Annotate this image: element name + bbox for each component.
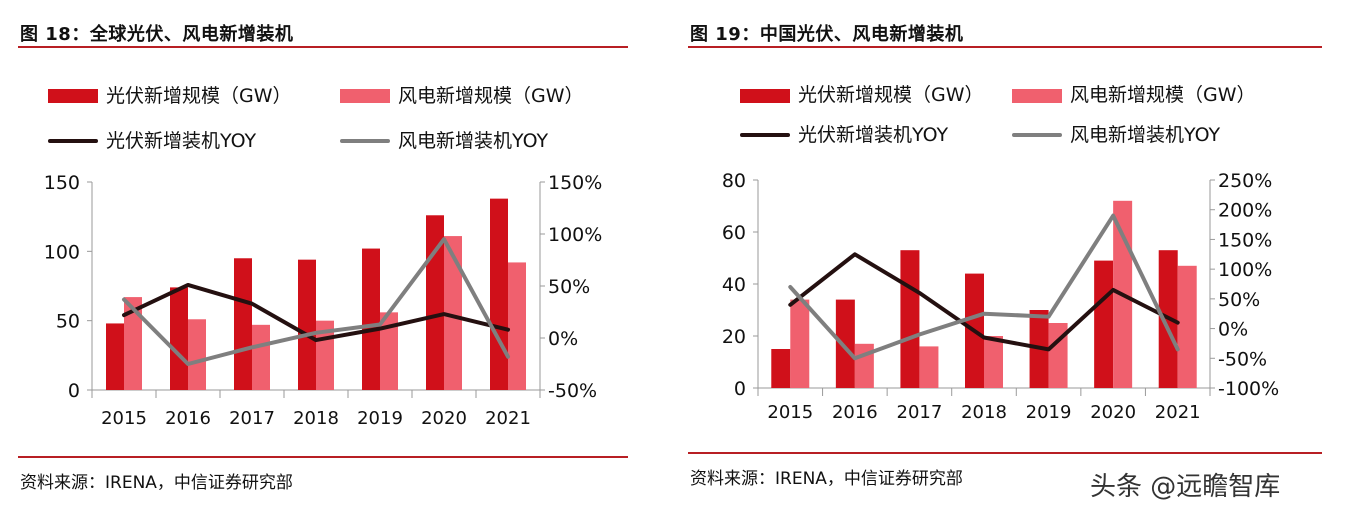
y-tick-label-left: 80 [722,170,746,192]
solar-bar [234,258,252,390]
wind-bar [508,262,526,390]
legend-label-wind-line: 风电新增装机YOY [398,130,549,152]
legend-label-solar-bar: 光伏新增规模（GW） [798,84,984,106]
legend-swatch-wind-bar [1012,89,1062,103]
y-tick-label-left: 50 [56,311,80,333]
legend-swatch-wind-line [340,139,390,143]
y-tick-label-left: 0 [734,378,746,400]
legend-label-solar-line: 光伏新增装机YOY [106,130,257,152]
wind-bar [984,336,1003,388]
x-tick-label: 2020 [1090,402,1136,423]
solar-bar [1094,260,1114,388]
solar-bar [900,250,920,388]
legend-swatch-solar-line [740,133,790,137]
wind-bar [1048,323,1068,388]
y-tick-label-right: 100% [548,224,602,246]
legend-label-wind-bar: 风电新增规模（GW） [1070,84,1256,106]
chart-title: 图 19：中国光伏、风电新增装机 [690,24,964,45]
legend-swatch-solar-bar [48,89,98,103]
wind-bar [188,319,206,390]
y-tick-label-right: -100% [1218,378,1279,400]
source-rule [18,456,628,458]
x-tick-label: 2016 [165,408,211,429]
y-tick-label-left: 100 [44,241,80,263]
y-tick-label-left: 150 [44,172,80,194]
x-tick-label: 2015 [101,408,147,429]
source-text: 资料来源：IRENA，中信证券研究部 [20,473,293,493]
chart-title: 图 18：全球光伏、风电新增装机 [20,24,294,45]
y-tick-label-right: 0% [548,328,578,350]
legend-label-wind-line: 风电新增装机YOY [1070,124,1221,146]
y-tick-label-right: 100% [1218,259,1272,281]
title-rule [18,46,628,48]
x-tick-label: 2017 [229,408,275,429]
y-tick-label-right: 50% [1218,289,1260,311]
x-tick-label: 2021 [485,408,531,429]
solar-yoy-line [788,252,1180,352]
x-tick-label: 2018 [293,408,339,429]
legend-swatch-wind-line [1012,133,1062,137]
wind-yoy-line [788,213,1180,361]
legend-swatch-wind-bar [340,89,390,103]
legend-swatch-solar-bar [740,89,790,103]
legend-label-wind-bar: 风电新增规模（GW） [398,85,584,107]
solar-bar [835,299,855,388]
solar-bar [106,323,124,390]
x-tick-label: 2017 [897,402,943,423]
legend-label-solar-line: 光伏新增装机YOY [798,124,949,146]
wind-bar [380,312,398,390]
solar-bar [490,198,508,390]
y-tick-label-right: -50% [548,380,597,402]
x-tick-label: 2019 [357,408,403,429]
y-tick-label-right: 0% [1218,319,1248,341]
solar-bar [298,259,316,390]
y-tick-label-left: 40 [722,274,746,296]
y-tick-label-left: 0 [68,380,80,402]
y-tick-label-right: 150% [548,172,602,194]
wind-bar [252,324,270,390]
wind-bar [1177,265,1197,388]
china-chart-plot: 0 20 40 60 80 -100% -50% 0% 50% 100% 150% 200% 250% 2… [722,170,1279,423]
legend-label-solar-bar: 光伏新增规模（GW） [106,85,292,107]
x-tick-label: 2016 [832,402,878,423]
wind-bar [124,297,142,390]
x-tick-label: 2020 [421,408,467,429]
wind-yoy-line [122,237,510,366]
y-tick-label-right: 150% [1218,229,1272,251]
watermark: 头条 @远瞻智库 [1090,472,1281,502]
wind-bar [919,346,939,388]
x-tick-label: 2015 [767,402,813,423]
y-tick-label-right: 200% [1218,200,1272,222]
solar-bar [362,248,380,390]
x-tick-label: 2018 [961,402,1007,423]
solar-yoy-line [122,282,510,343]
solar-bar [170,287,188,390]
source-text: 资料来源：IRENA，中信证券研究部 [690,469,963,489]
y-tick-label-left: 60 [722,222,746,244]
y-tick-label-left: 20 [722,326,746,348]
wind-bar [790,299,810,388]
source-rule [688,452,1322,454]
wind-bar [444,236,462,390]
global-chart-plot: 0 50 100 150 -50% 0% 50% 100% 150% 2015 2016 2017 20… [44,172,603,429]
y-tick-label-right: 250% [1218,170,1272,192]
legend-swatch-solar-line [48,139,98,143]
x-tick-label: 2019 [1026,402,1072,423]
title-rule [688,46,1322,48]
solar-bar [771,349,791,388]
y-tick-label-right: -50% [1218,348,1267,370]
y-tick-label-right: 50% [548,276,590,298]
x-tick-label: 2021 [1155,402,1201,423]
